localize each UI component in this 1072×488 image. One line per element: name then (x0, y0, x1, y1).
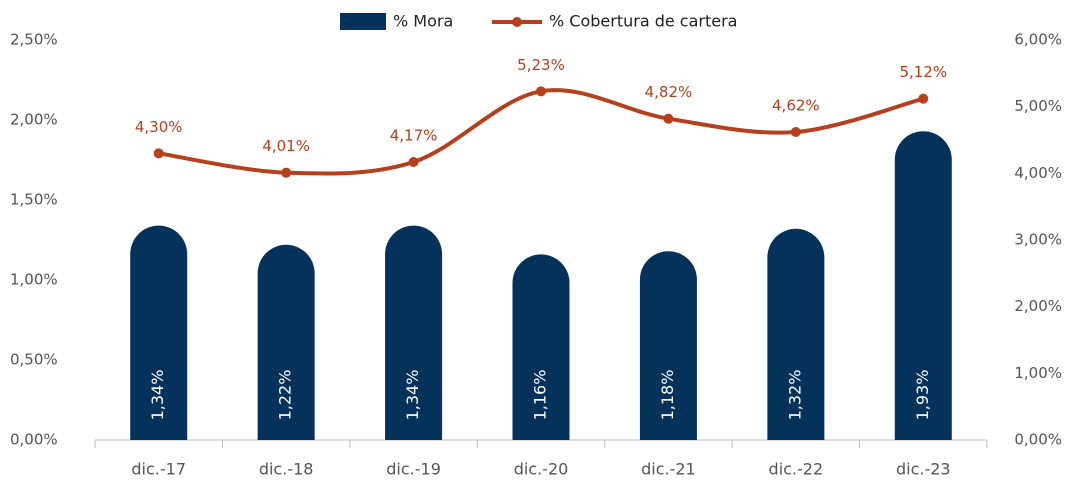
bar-value-label: 1,22% (276, 370, 295, 421)
x-tick-label: dic.-18 (259, 460, 314, 479)
bar (767, 228, 825, 440)
line-value-label: 5,12% (899, 63, 947, 81)
line-marker (536, 86, 546, 97)
legend: % Mora % Cobertura de cartera (340, 12, 737, 31)
y2-tick-label: 4,00% (1014, 164, 1062, 182)
y-tick-label: 2,50% (10, 31, 58, 49)
bar (257, 244, 315, 440)
line-marker (281, 167, 292, 178)
y2-tick-label: 5,00% (1014, 97, 1062, 115)
y-tick-label: 1,50% (10, 191, 58, 209)
x-tick-label: dic.-23 (896, 460, 951, 479)
line-value-label: 4,82% (645, 83, 693, 101)
line-value-label: 4,17% (390, 127, 438, 145)
bar-value-label: 1,32% (785, 370, 804, 421)
y-tick-label: 2,00% (10, 111, 58, 129)
y-tick-label: 0,50% (10, 351, 58, 369)
bar (385, 225, 443, 440)
bar-value-label: 1,16% (531, 370, 550, 421)
y2-tick-label: 6,00% (1014, 31, 1062, 49)
y2-tick-label: 2,00% (1014, 297, 1062, 315)
bar (639, 251, 697, 440)
y2-tick-label: 3,00% (1014, 231, 1062, 249)
y-tick-label: 1,00% (10, 271, 58, 289)
x-tick-label: dic.-19 (386, 460, 441, 479)
legend-swatch-marker (512, 17, 522, 27)
line-marker (408, 157, 419, 167)
bar (894, 131, 952, 440)
bar (130, 225, 188, 440)
line-marker (918, 93, 929, 104)
bar-value-label: 1,93% (913, 370, 932, 421)
x-tick-label: dic.-21 (641, 460, 696, 479)
line-marker (663, 113, 674, 124)
bar-value-label: 1,34% (148, 370, 167, 421)
bar-value-label: 1,34% (403, 370, 422, 421)
line-value-label: 4,01% (262, 137, 310, 155)
line-marker (153, 148, 164, 159)
x-tick-label: dic.-20 (514, 460, 569, 479)
legend-label: % Mora (393, 12, 453, 31)
legend-swatch-bar (340, 13, 386, 30)
bar (512, 254, 570, 440)
x-tick-label: dic.-17 (131, 460, 186, 479)
y2-tick-label: 1,00% (1014, 364, 1062, 382)
y-tick-label: 0,00% (10, 431, 58, 449)
bar-value-label: 1,18% (658, 370, 677, 421)
x-tick-label: dic.-22 (769, 460, 824, 479)
y2-tick-label: 0,00% (1014, 431, 1062, 449)
line-value-label: 4,30% (135, 118, 183, 136)
line-value-label: 4,62% (772, 97, 820, 115)
line-value-label: 5,23% (517, 56, 565, 74)
line-marker (790, 127, 801, 137)
legend-label: % Cobertura de cartera (549, 12, 737, 31)
